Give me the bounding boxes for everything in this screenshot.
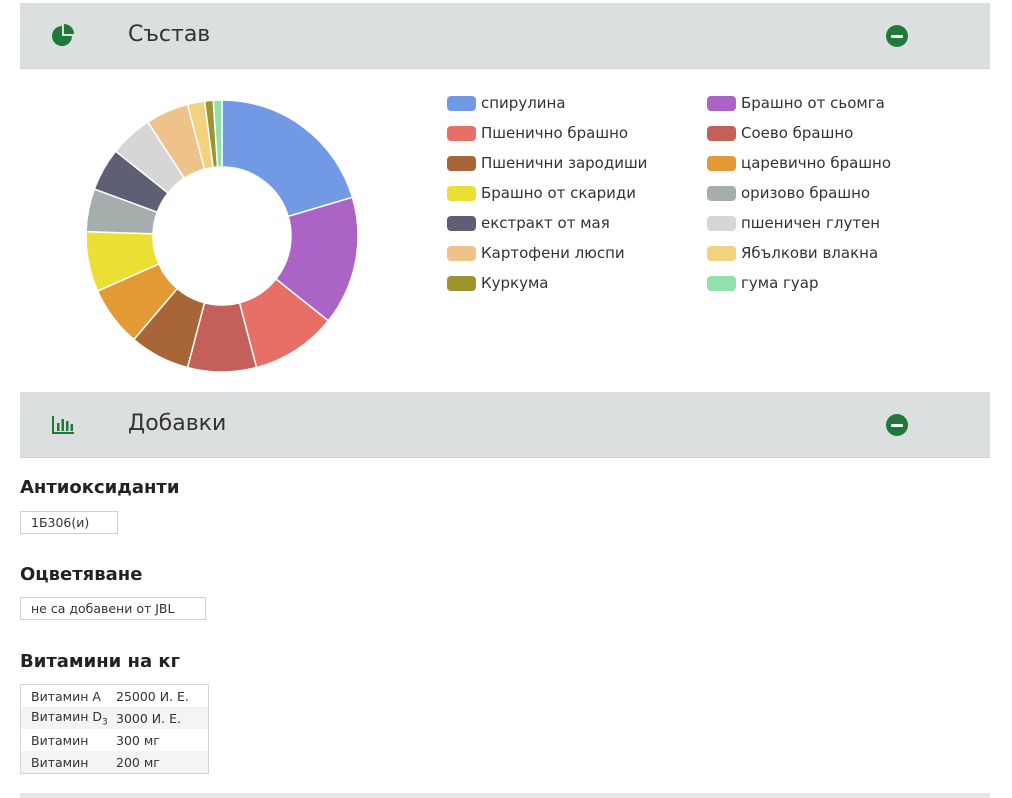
legend-label: Соево брашно: [741, 124, 854, 142]
legend-item[interactable]: Куркума: [447, 268, 647, 298]
vitamin-value: 3000 И. Е.: [116, 710, 181, 726]
legend-item[interactable]: Брашно от скариди: [447, 178, 647, 208]
vitamin-name: Витамин А: [21, 689, 116, 704]
antioxidants-title: Антиоксиданти: [20, 477, 180, 498]
pie-chart-icon: [50, 23, 76, 49]
legend-swatch: [707, 155, 736, 171]
legend-label: Ябълкови влакна: [741, 244, 879, 262]
legend-item[interactable]: Картофени люспи: [447, 238, 647, 268]
legend-swatch: [707, 215, 736, 231]
legend-swatch: [447, 245, 476, 261]
legend-item[interactable]: пшеничен глутен: [707, 208, 891, 238]
composition-header[interactable]: Състав: [20, 3, 990, 69]
additives-title: Добавки: [128, 411, 227, 436]
vitamin-name-text: Витамин А: [31, 688, 101, 704]
coloring-title: Оцветяване: [20, 564, 143, 585]
legend-swatch: [447, 155, 476, 171]
legend-label: Куркума: [481, 274, 549, 292]
legend-label: царевично брашно: [741, 154, 892, 172]
legend-item[interactable]: Пшенично брашно: [447, 118, 647, 148]
legend-swatch: [447, 215, 476, 231]
table-row: Витамин 300 мг: [21, 729, 208, 751]
table-row: Витамин D3 3000 И. Е.: [21, 707, 208, 729]
vitamin-name: Витамин: [21, 733, 116, 748]
vitamin-value: 25000 И. Е.: [116, 688, 189, 704]
legend-swatch: [707, 125, 736, 141]
vitamin-name: Витамин D3: [21, 709, 116, 728]
vitamin-name-text: Витамин: [31, 732, 89, 748]
vitamins-table: Витамин А 25000 И. Е. Витамин D3 3000 И. Е.…: [20, 684, 209, 774]
legend-label: екстракт от мая: [481, 214, 610, 232]
legend-item[interactable]: Брашно от сьомга: [707, 88, 891, 118]
legend-item[interactable]: Пшенични зародиши: [447, 148, 647, 178]
table-row: Витамин А 25000 И. Е.: [21, 685, 208, 707]
legend-swatch: [447, 275, 476, 291]
minus-circle-icon[interactable]: [886, 414, 908, 436]
legend-item[interactable]: спирулина: [447, 88, 647, 118]
legend-column-left: спирулина Пшенично брашно Пшенични зародиш…: [447, 88, 647, 298]
legend-label: гума гуар: [741, 274, 819, 292]
legend-label: Брашно от скариди: [481, 184, 637, 202]
vitamin-name-text: Витамин D: [31, 708, 102, 724]
legend-item[interactable]: екстракт от мая: [447, 208, 647, 238]
legend-item[interactable]: Ябълкови влакна: [707, 238, 891, 268]
vitamin-name-text: Витамин: [31, 754, 89, 770]
legend-label: Пшенични зародиши: [481, 154, 648, 172]
legend-swatch: [447, 95, 476, 111]
legend-label: пшеничен глутен: [741, 214, 881, 232]
minus-circle-icon[interactable]: [886, 25, 908, 47]
legend-column-right: Брашно от сьомга Соево брашно царевично бр…: [707, 88, 891, 298]
legend-item[interactable]: Соево брашно: [707, 118, 891, 148]
legend-swatch: [707, 245, 736, 261]
donut-slice[interactable]: [212, 99, 223, 168]
vitamin-value: 200 мг: [116, 754, 160, 770]
additives-header[interactable]: Добавки: [20, 392, 990, 458]
vitamins-title: Витамини на кг: [20, 651, 181, 672]
donut-slice[interactable]: [221, 99, 354, 218]
legend-item[interactable]: гума гуар: [707, 268, 891, 298]
legend-label: Брашно от сьомга: [741, 94, 885, 112]
bar-chart-icon: [50, 412, 76, 438]
vitamin-name: Витамин: [21, 755, 116, 770]
legend-label: Картофени люспи: [481, 244, 625, 262]
legend-item[interactable]: оризово брашно: [707, 178, 891, 208]
legend-swatch: [707, 185, 736, 201]
next-panel-header: [20, 793, 990, 798]
antioxidants-value: 1Б306(и): [20, 511, 118, 534]
composition-title: Състав: [128, 22, 211, 47]
legend-swatch: [447, 125, 476, 141]
table-row: Витамин 200 мг: [21, 751, 208, 773]
coloring-value: не са добавени от JBL: [20, 597, 206, 620]
legend-label: спирулина: [481, 94, 566, 112]
vitamin-subscript: 3: [101, 717, 108, 728]
vitamin-value: 300 мг: [116, 732, 160, 748]
composition-donut-chart: [85, 99, 359, 373]
legend-label: Пшенично брашно: [481, 124, 629, 142]
legend-swatch: [447, 185, 476, 201]
legend-swatch: [707, 275, 736, 291]
legend-item[interactable]: царевично брашно: [707, 148, 891, 178]
legend-swatch: [707, 95, 736, 111]
legend-label: оризово брашно: [741, 184, 871, 202]
